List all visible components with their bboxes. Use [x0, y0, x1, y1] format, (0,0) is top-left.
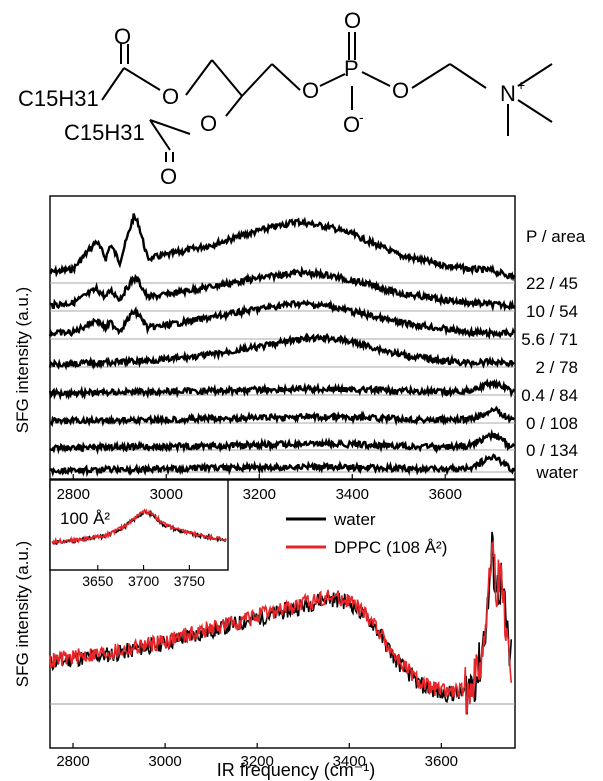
atom-o5: O [302, 78, 319, 103]
inset-xtick-label-0: 3650 [82, 573, 113, 589]
bottom-xtick-label-4: 3600 [425, 753, 458, 770]
top-series-0 [49, 213, 516, 282]
top-xtick-label-2: 3200 [243, 486, 276, 503]
bottom-xlabel: IR frequency (cm⁻¹) [217, 760, 376, 780]
top-legend-label-6: 0 / 134 [526, 441, 578, 460]
top-legend-label-1: 10 / 54 [526, 302, 578, 321]
top-legend-label-2: 5.6 / 71 [521, 330, 578, 349]
bottom-legend: water DPPC (108 Å²) [286, 510, 447, 557]
atom-n: N [500, 81, 516, 106]
top-panel-frame [49, 195, 516, 480]
atom-p: P [344, 56, 359, 81]
top-series-6 [49, 428, 516, 455]
top-xtick-label-3: 3400 [336, 486, 369, 503]
top-x-ticks: 3200 3400 3600 [72, 474, 462, 503]
top-series-1 [49, 265, 516, 312]
atom-o4: O [160, 164, 177, 189]
bottom-xtick-label-1: 3000 [148, 753, 181, 770]
inset-series-1 [51, 508, 227, 546]
bottom-series-1 [49, 540, 513, 715]
inset-xtick-label-1: 3700 [128, 573, 159, 589]
chain1-label: C15H31 [18, 86, 99, 111]
bottom-ylabel: SFG intensity (a.u.) [13, 541, 32, 687]
inset-annotation: 100 Å² [60, 509, 110, 528]
bottom-x-ticks: 2800 3000 3200 3400 3600 [56, 743, 458, 770]
inset-frame [49, 479, 229, 571]
top-legend: 22 / 45 10 / 54 5.6 / 71 2 / 78 0.4 / 84 0 / … [521, 274, 578, 482]
inset-traces [51, 508, 227, 546]
top-baselines [50, 282, 515, 473]
molecule-labels: C15H31 C15H31 O O O O O O P O O - N + [18, 8, 525, 189]
atom-o8: O [343, 112, 360, 137]
inset-top-tick-label-1: 3000 [150, 486, 183, 503]
atom-o7: O [392, 78, 409, 103]
top-xtick-label-4: 3600 [429, 486, 462, 503]
atom-o3: O [200, 111, 217, 136]
top-legend-label-3: 2 / 78 [535, 358, 578, 377]
top-series-5 [49, 405, 516, 428]
legend-label-water: water [333, 510, 376, 529]
atom-o1: O [114, 24, 131, 49]
top-series-3 [48, 332, 515, 371]
top-legend-label-4: 0.4 / 84 [521, 386, 578, 405]
bottom-panel-frame [49, 479, 516, 749]
inset-x-ticks: 3650 3700 3750 2800 3000 [57, 486, 206, 589]
top-series-2 [48, 299, 516, 340]
bottom-xtick-label-0: 2800 [56, 753, 89, 770]
legend-label-dppc: DPPC (108 Å²) [334, 538, 447, 557]
atom-o2: O [162, 84, 179, 109]
bottom-xtick-label-2: 3200 [240, 753, 273, 770]
molecule-structure [101, 32, 553, 162]
top-legend-title: P / area [526, 227, 586, 246]
top-ylabel: SFG intensity (a.u.) [13, 287, 32, 433]
bottom-xtick-label-3: 3400 [333, 753, 366, 770]
atom-n-charge: + [517, 77, 525, 93]
top-legend-label-7: water [535, 463, 578, 482]
top-series-4 [48, 378, 516, 401]
top-series-7 [48, 453, 516, 478]
top-traces [48, 213, 516, 478]
atom-o6: O [344, 8, 361, 33]
top-legend-label-5: 0 / 108 [526, 414, 578, 433]
inset-xtick-label-2: 3750 [174, 573, 205, 589]
inset-top-tick-label-0: 2800 [57, 486, 90, 503]
bottom-traces [49, 531, 513, 715]
atom-o8-charge: - [359, 109, 364, 125]
chain2-label: C15H31 [64, 120, 145, 145]
top-legend-label-0: 22 / 45 [526, 274, 578, 293]
